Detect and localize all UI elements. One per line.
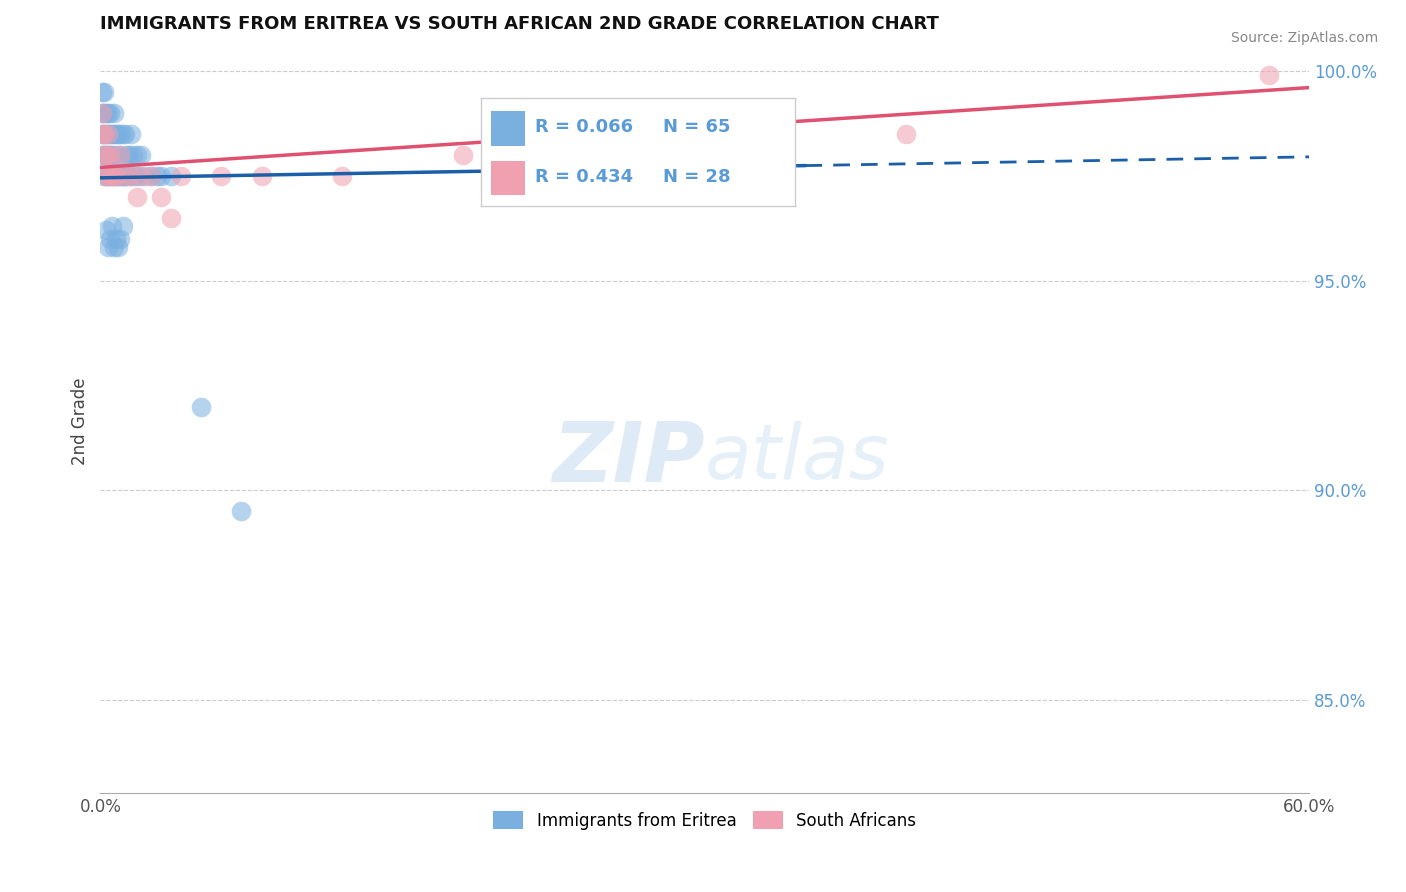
Point — [107, 169, 129, 183]
Point — [103, 127, 125, 141]
Point — [896, 127, 918, 141]
Point — [96, 105, 118, 120]
Point — [114, 169, 136, 183]
Point — [100, 147, 122, 161]
Point — [103, 169, 125, 183]
Point — [114, 169, 136, 183]
Point — [120, 169, 142, 183]
Point — [100, 147, 122, 161]
Point — [110, 147, 132, 161]
Point — [231, 504, 253, 518]
Point — [190, 400, 212, 414]
Point — [93, 127, 115, 141]
Point — [101, 127, 124, 141]
Point — [125, 147, 148, 161]
Point — [120, 169, 142, 183]
Point — [139, 169, 162, 183]
Point — [250, 169, 273, 183]
Point — [91, 105, 114, 120]
Point — [91, 127, 114, 141]
Point — [1257, 68, 1279, 82]
Point — [93, 147, 115, 161]
Point — [105, 232, 128, 246]
Point — [115, 169, 138, 183]
Point — [96, 223, 118, 237]
Point — [91, 127, 114, 141]
Point — [117, 147, 139, 161]
Point — [96, 169, 118, 183]
Point — [93, 105, 115, 120]
Point — [100, 127, 122, 141]
Point — [125, 190, 148, 204]
Point — [93, 169, 115, 183]
Text: atlas: atlas — [704, 421, 889, 495]
Point — [103, 169, 125, 183]
Point — [96, 127, 118, 141]
Point — [160, 169, 183, 183]
Point — [451, 147, 474, 161]
Y-axis label: 2nd Grade: 2nd Grade — [72, 377, 89, 465]
Point — [145, 169, 167, 183]
Point — [93, 147, 115, 161]
Point — [100, 232, 122, 246]
Point — [97, 127, 120, 141]
Point — [93, 85, 115, 99]
Point — [110, 169, 132, 183]
Point — [121, 147, 143, 161]
Point — [149, 169, 172, 183]
Point — [107, 240, 129, 254]
Point — [160, 211, 183, 225]
Point — [134, 169, 156, 183]
Point — [97, 127, 120, 141]
Text: ZIP: ZIP — [553, 417, 704, 499]
Point — [107, 127, 129, 141]
Point — [170, 169, 193, 183]
Point — [103, 105, 125, 120]
Point — [110, 147, 132, 161]
Point — [97, 169, 120, 183]
Point — [91, 85, 114, 99]
Point — [129, 147, 152, 161]
Point — [149, 190, 172, 204]
Legend: Immigrants from Eritrea, South Africans: Immigrants from Eritrea, South Africans — [486, 805, 922, 837]
Point — [115, 147, 138, 161]
Point — [111, 169, 134, 183]
Point — [96, 147, 118, 161]
Point — [100, 105, 122, 120]
Point — [105, 169, 128, 183]
Point — [330, 169, 353, 183]
Point — [97, 169, 120, 183]
Text: IMMIGRANTS FROM ERITREA VS SOUTH AFRICAN 2ND GRADE CORRELATION CHART: IMMIGRANTS FROM ERITREA VS SOUTH AFRICAN… — [100, 15, 939, 33]
Point — [91, 147, 114, 161]
Point — [96, 169, 118, 183]
Point — [110, 232, 132, 246]
Point — [105, 127, 128, 141]
Point — [105, 147, 128, 161]
Point — [93, 127, 115, 141]
Point — [111, 219, 134, 233]
Point — [100, 169, 122, 183]
Point — [111, 127, 134, 141]
Point — [105, 169, 128, 183]
Point — [101, 219, 124, 233]
Point — [209, 169, 232, 183]
Point — [110, 127, 132, 141]
Point — [120, 127, 142, 141]
Point — [101, 147, 124, 161]
Point — [91, 105, 114, 120]
Point — [124, 169, 146, 183]
Point — [101, 169, 124, 183]
Point — [129, 169, 152, 183]
Text: Source: ZipAtlas.com: Source: ZipAtlas.com — [1230, 31, 1378, 45]
Point — [103, 240, 125, 254]
Point — [114, 127, 136, 141]
Point — [101, 169, 124, 183]
Point — [97, 147, 120, 161]
Point — [97, 105, 120, 120]
Point — [128, 169, 150, 183]
Point — [593, 169, 616, 183]
Point — [139, 169, 162, 183]
Point — [96, 147, 118, 161]
Point — [97, 240, 120, 254]
